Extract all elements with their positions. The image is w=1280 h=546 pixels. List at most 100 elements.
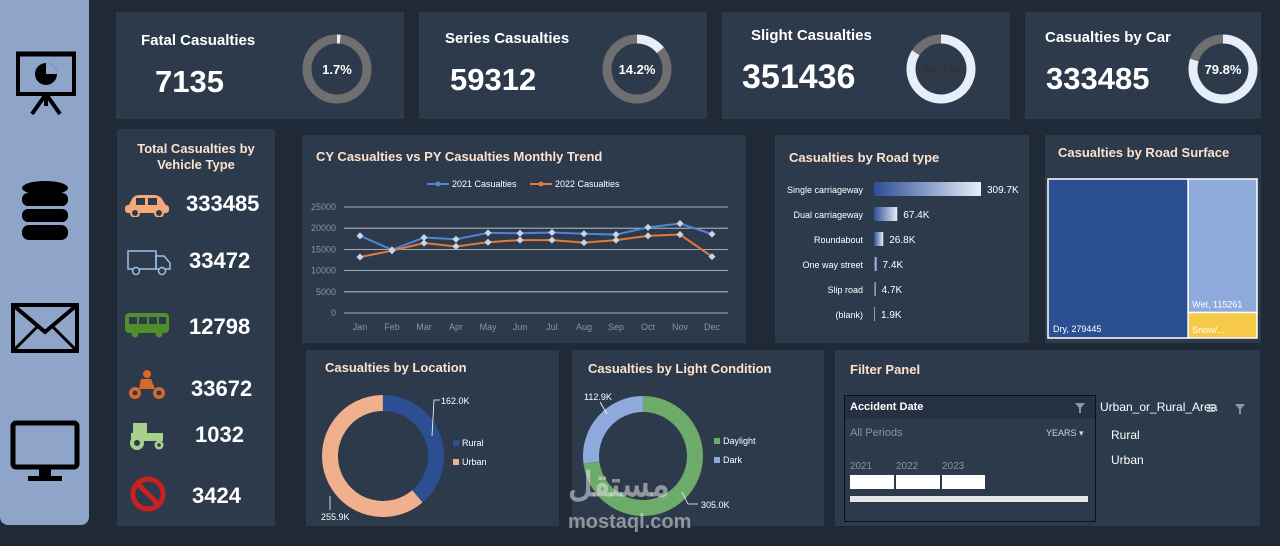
year-label: 2021 [850, 461, 873, 472]
trend-title: CY Casualties vs PY Casualties Monthly T… [316, 149, 603, 164]
legend-label: Dark [723, 455, 743, 465]
legend-swatch [714, 457, 720, 463]
vehicle-value-other: 3424 [192, 483, 241, 508]
year-label: 2023 [942, 461, 965, 472]
year-block[interactable] [942, 475, 985, 489]
x-tick-label: Mar [416, 322, 432, 332]
kpi-value: 351436 [742, 58, 856, 96]
series-point [452, 235, 460, 243]
series-point [452, 242, 460, 250]
data-label: 305.0K [701, 500, 730, 510]
vehicle-panel-title: Total Casualties by Vehicle Type [117, 141, 275, 173]
donut-slice [382, 395, 444, 503]
clear-filter-icon[interactable] [1074, 402, 1086, 414]
series-point [484, 238, 492, 246]
timeline-scrollbar[interactable] [850, 496, 1088, 502]
vehicle-title-line1: Total Casualties by [137, 141, 255, 156]
series-line [359, 233, 713, 259]
series-point [676, 220, 684, 228]
bar-category-label: (blank) [835, 310, 863, 320]
database-icon[interactable] [20, 180, 70, 242]
watermark-arabic: مستقل [568, 466, 670, 504]
years-dropdown[interactable]: YEARS ▾ [1046, 428, 1084, 439]
trend-legend: 2021 Casualties 2022 Casualties [427, 179, 620, 189]
x-tick-label: May [479, 322, 497, 332]
area-item-rural[interactable]: Rural [1111, 428, 1140, 442]
x-tick-label: Nov [672, 322, 689, 332]
series-point [708, 253, 716, 261]
kpi-title: Series Casualties [445, 30, 570, 47]
clear-filter-icon[interactable] [1234, 403, 1246, 415]
vehicle-title-line2: Vehicle Type [157, 157, 235, 172]
x-tick-label: Sep [608, 322, 624, 332]
vehicle-type-panel: Total Casualties by Vehicle Type 333485 … [117, 129, 275, 526]
motorcycle-icon [129, 370, 165, 399]
legend-label: Daylight [723, 436, 756, 446]
legend-swatch [714, 438, 720, 444]
series-point [548, 228, 556, 236]
bar [874, 282, 876, 296]
presentation-icon[interactable] [14, 50, 78, 116]
trend-chart: 2021 Casualties 2022 Casualties 0 5000 1000… [311, 179, 728, 332]
series-point [580, 230, 588, 238]
bar-value-label: 67.4K [903, 210, 929, 221]
y-tick-label: 15000 [311, 244, 336, 254]
treemap-tile [1047, 178, 1189, 339]
series-point [356, 232, 364, 240]
y-tick-label: 10000 [311, 266, 336, 276]
vehicle-value-bus: 12798 [189, 314, 251, 339]
kpi-title: Slight Casualties [751, 27, 872, 44]
year-block[interactable] [850, 475, 894, 489]
treemap-label: Snow/... [1192, 325, 1225, 335]
bar-value-label: 309.7K [987, 185, 1019, 196]
x-tick-label: Aug [576, 322, 592, 332]
vehicle-value-car: 333485 [186, 191, 260, 216]
kpi-donut: 14.2% [602, 34, 672, 104]
kpi-value: 7135 [155, 64, 224, 99]
date-slicer-title: Accident Date [850, 401, 924, 413]
donut-slice [583, 396, 703, 516]
location-title: Casualties by Location [325, 360, 467, 375]
filter-panel: Filter Panel Accident Date All Periods Y… [835, 350, 1260, 526]
legend-marker [538, 181, 544, 187]
trend-xlabels: Jan Feb Mar Apr May Jun Jul Aug Sep Oct Nov Dec [353, 322, 721, 332]
bar-category-label: Roundabout [814, 235, 864, 245]
legend-label: Urban [462, 457, 487, 467]
legend-label: Rural [462, 438, 484, 448]
series-point [708, 230, 716, 238]
donut-slice [322, 395, 423, 517]
area-item-urban[interactable]: Urban [1111, 453, 1144, 467]
light-chart: Daylight Dark 305.0K 112.9K [583, 392, 756, 516]
kpi-percent: 14.2% [619, 62, 656, 77]
bar [874, 232, 884, 246]
series-point [420, 233, 428, 242]
x-tick-label: Oct [641, 322, 656, 332]
multi-select-icon[interactable] [1206, 402, 1216, 414]
location-donut: Rural Urban 162.0K 255.9K [321, 395, 487, 522]
date-timeline-slicer[interactable]: Accident Date All Periods YEARS ▾ 2021 2… [844, 395, 1096, 522]
legend-swatch [453, 459, 459, 465]
legend-label: 2022 Casualties [555, 179, 620, 189]
trend-grid: 0 5000 10000 15000 20000 25000 [311, 202, 728, 318]
series-point [548, 236, 556, 244]
light-donut: Daylight Dark 305.0K 112.9K [583, 392, 756, 516]
monitor-icon[interactable] [10, 420, 80, 484]
bar-category-label: Slip road [827, 285, 863, 295]
bar [874, 257, 877, 271]
treemap-label: Dry, 279445 [1053, 324, 1101, 334]
mail-icon[interactable] [10, 302, 80, 354]
date-slicer-header [845, 396, 1095, 419]
kpi-card-series: Series Casualties 59312 14.2% [419, 12, 707, 119]
van-icon [127, 250, 171, 276]
road-type-title: Casualties by Road type [789, 150, 940, 165]
treemap-label: Wet, 115261 [1192, 300, 1242, 310]
year-block[interactable] [896, 475, 940, 489]
road-surface-panel: Casualties by Road Surface Dry, 279445 We… [1045, 135, 1261, 343]
kpi-value: 333485 [1046, 61, 1150, 96]
bus-icon [125, 313, 169, 338]
years-dropdown-label: YEARS [1046, 428, 1077, 438]
prohibited-icon [130, 476, 166, 512]
road-type-panel: Casualties by Road type Single carriagew… [775, 135, 1029, 343]
data-label: 162.0K [441, 396, 470, 406]
leader-line [431, 399, 440, 437]
